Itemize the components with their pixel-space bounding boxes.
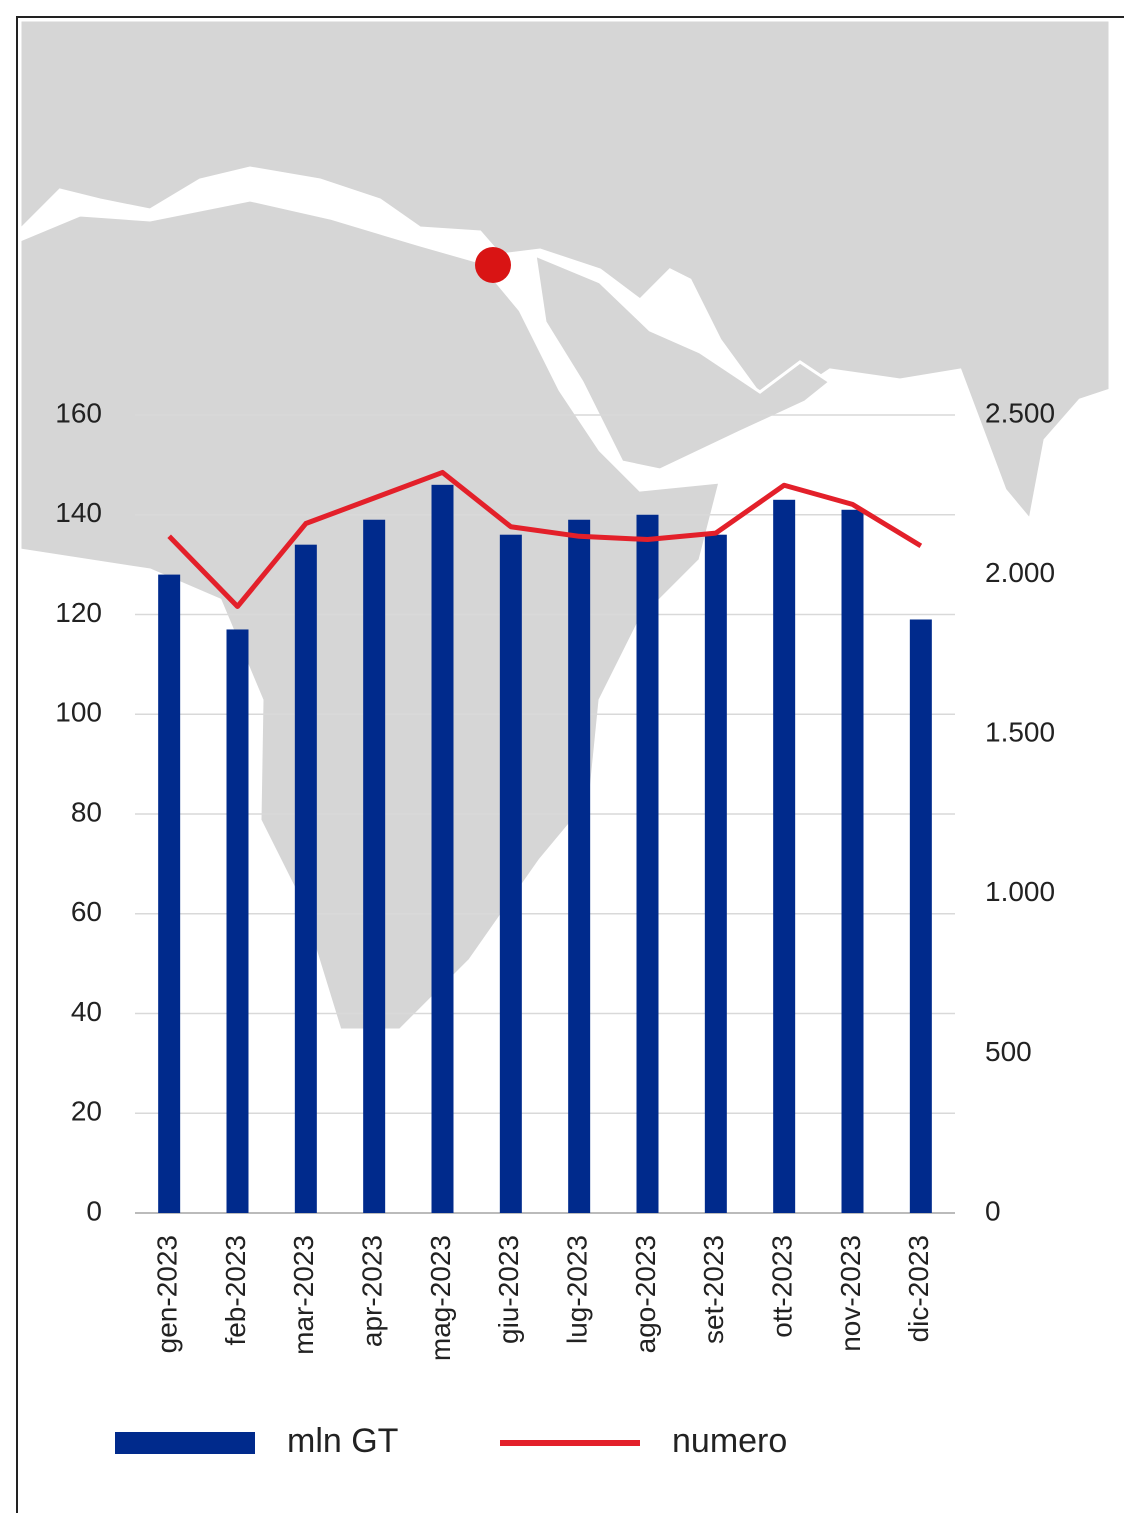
legend-label: mln GT — [287, 1422, 398, 1460]
y2-tick-label: 1.500 — [985, 717, 1055, 748]
bar — [363, 519, 386, 1213]
x-tick-label: nov-2023 — [835, 1235, 866, 1352]
x-tick-label: set-2023 — [698, 1235, 729, 1344]
y2-tick-label: 0 — [985, 1195, 1001, 1226]
map-land — [533, 252, 833, 472]
y-tick-label: 80 — [71, 796, 102, 827]
y-tick-label: 60 — [71, 896, 102, 927]
x-tick-label: giu-2023 — [493, 1235, 524, 1344]
x-tick-label: ago-2023 — [630, 1235, 661, 1353]
bar — [499, 534, 522, 1213]
legend-swatch — [115, 1432, 255, 1454]
bar — [431, 484, 454, 1213]
x-tick-label: dic-2023 — [903, 1235, 934, 1342]
map-land — [18, 18, 1112, 524]
y-tick-label: 160 — [55, 397, 102, 428]
line — [167, 469, 923, 610]
y2-tick-label: 1.000 — [985, 876, 1055, 907]
bar — [636, 514, 659, 1213]
x-tick-label: apr-2023 — [357, 1235, 388, 1347]
map-background — [18, 18, 1112, 1032]
map-marker — [475, 247, 511, 283]
bar — [568, 519, 591, 1213]
x-tick-label: feb-2023 — [220, 1235, 251, 1346]
y2-tick-label: 500 — [985, 1036, 1032, 1067]
x-tick-label: lug-2023 — [562, 1235, 593, 1344]
bar — [909, 619, 932, 1213]
y-tick-label: 100 — [55, 697, 102, 728]
y-tick-label: 120 — [55, 597, 102, 628]
bar — [704, 534, 727, 1213]
y-tick-label: 140 — [55, 497, 102, 528]
x-tick-label: mag-2023 — [425, 1235, 456, 1361]
y-tick-label: 0 — [86, 1195, 102, 1226]
bar — [773, 499, 796, 1214]
x-tick-label: gen-2023 — [152, 1235, 183, 1353]
frame — [16, 16, 1124, 1513]
bar — [226, 629, 249, 1213]
bar — [294, 544, 317, 1213]
bar — [841, 509, 864, 1213]
x-tick-label: ott-2023 — [767, 1235, 798, 1338]
y2-tick-label: 2.500 — [985, 397, 1055, 428]
bar — [158, 574, 181, 1213]
y-tick-label: 20 — [71, 1096, 102, 1127]
y-tick-label: 40 — [71, 996, 102, 1027]
x-tick-label: mar-2023 — [288, 1235, 319, 1355]
legend-label: numero — [672, 1422, 787, 1460]
y2-tick-label: 2.000 — [985, 557, 1055, 588]
